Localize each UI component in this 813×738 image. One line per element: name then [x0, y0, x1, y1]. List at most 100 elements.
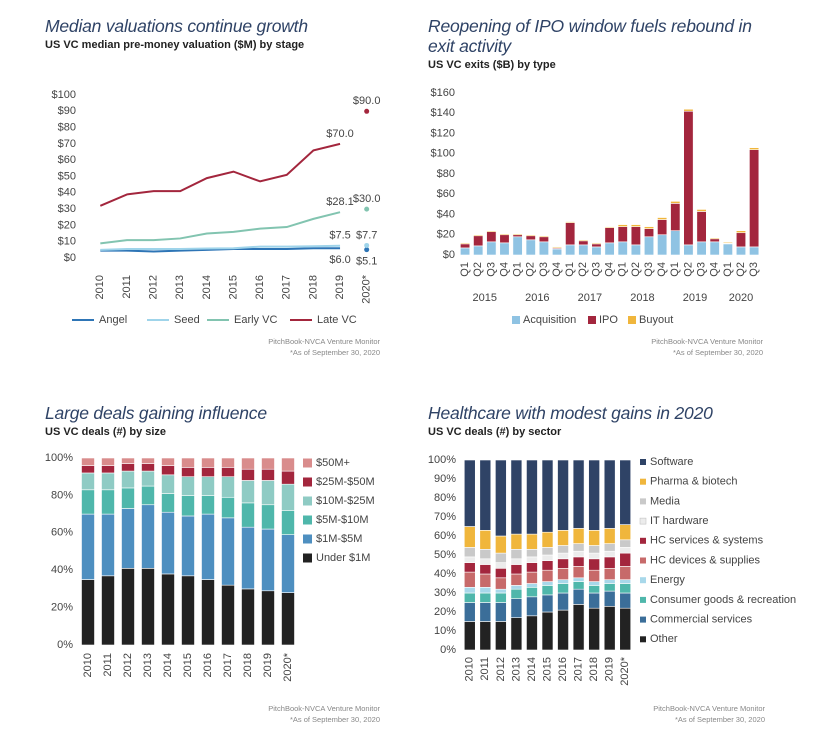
bar-segment [643, 236, 655, 256]
bar-segment [603, 556, 616, 569]
legend-marker [640, 537, 646, 544]
legend-label: IT hardware [650, 515, 709, 527]
bar-segment [541, 560, 554, 571]
y-tick-label: $0 [64, 252, 76, 264]
bar-segment [541, 594, 554, 613]
bar-segment [603, 459, 616, 529]
legend-marker [639, 517, 647, 525]
bar-segment [81, 579, 95, 646]
bar-segment [512, 234, 523, 238]
data-label: $90.0 [353, 95, 381, 107]
x-tick-label: Q1 [564, 262, 576, 277]
x-tick-label: Q4 [709, 262, 721, 277]
chart-header: Median valuations continue growth US VC m… [45, 16, 375, 51]
bar-segment [557, 545, 569, 554]
legend-label: Late VC [317, 314, 357, 326]
bar-segment [121, 568, 135, 646]
bar-segment [141, 504, 155, 569]
bar-segment [541, 531, 554, 548]
y-tick-label: 70% [434, 511, 456, 523]
bar-segment [526, 586, 538, 598]
bar-segment [81, 465, 95, 474]
y-tick-label: $70 [58, 138, 76, 150]
bar-segment [619, 524, 632, 541]
chart-subtitle: US VC median pre-money valuation ($M) by… [45, 39, 305, 51]
bar-segment [473, 245, 484, 256]
bar-segment [588, 459, 600, 531]
bar-segment [479, 621, 492, 651]
x-tick-label: Q4 [656, 262, 668, 277]
bar-segment [588, 569, 600, 582]
y-tick-label: $40 [437, 208, 455, 220]
x-tick-label: Q2 [735, 262, 747, 277]
bar-segment [557, 529, 569, 546]
bar-segment [541, 581, 554, 586]
bar-segment [479, 459, 492, 531]
bar-segment [101, 465, 115, 474]
bar-segment [181, 457, 195, 468]
bar-segment [241, 588, 255, 646]
bar-segment [141, 568, 155, 646]
bar-segment [495, 588, 507, 594]
legend-marker [303, 515, 312, 525]
bar-segment [486, 230, 497, 233]
bar-segment [657, 217, 668, 220]
bar-segment [261, 504, 275, 530]
bar-segment [643, 226, 655, 229]
x-group-label: 2019 [683, 292, 707, 304]
bar-segment [486, 241, 497, 256]
bar-segment [141, 457, 155, 464]
bar-segment [557, 579, 569, 584]
y-tick-label: 60% [434, 530, 456, 542]
bar-segment [541, 611, 554, 651]
bar-segment [161, 474, 175, 494]
y-tick-label: $100 [431, 148, 455, 160]
bar-segment [722, 242, 733, 244]
bar-segment [557, 609, 569, 651]
bar-segment [657, 234, 668, 256]
x-tick-label: 2020* [282, 652, 294, 681]
x-tick-label: Q2 [630, 262, 642, 277]
legend-label: Angel [99, 314, 127, 326]
data-label: $6.0 [329, 254, 350, 266]
bar-segment [578, 240, 589, 246]
x-tick-label: 2015 [227, 275, 239, 299]
bar-segment [121, 487, 135, 509]
source: PitchBook-NVCA Venture Monitor [268, 337, 380, 346]
legend-label: Acquisition [523, 314, 576, 326]
bar-segment [588, 545, 600, 554]
chart-header: Healthcare with modest gains in 2020 US V… [428, 403, 773, 438]
bar-segment [603, 567, 616, 580]
source: PitchBook-NVCA Venture Monitor [653, 704, 765, 713]
bar-segment [557, 592, 569, 611]
chart-header: Reopening of IPO window fuels rebound in… [428, 16, 773, 71]
bar-segment [510, 588, 523, 600]
bar-segment [604, 226, 615, 228]
point [364, 242, 370, 248]
x-tick-label: 2014 [526, 657, 538, 681]
x-tick-label: Q1 [512, 262, 524, 277]
x-tick-label: 2016 [202, 653, 214, 677]
bar-segment [538, 241, 549, 256]
bar-segment [479, 602, 492, 622]
bar-segment [460, 247, 471, 256]
bar-segment [603, 550, 616, 558]
bar-segment [161, 573, 175, 646]
x-tick-label: Q1 [722, 262, 734, 277]
x-tick-label: 2010 [82, 653, 94, 677]
y-tick-label: 80% [51, 489, 73, 501]
bar-segment [201, 457, 215, 468]
bar-segment [479, 558, 492, 565]
bar-segment [572, 550, 585, 558]
legend-marker [303, 477, 312, 487]
bar-segment [630, 244, 641, 256]
bar-segment [201, 579, 215, 646]
bar-segment [463, 621, 476, 651]
bar-segment [525, 239, 536, 256]
bar-segment [696, 209, 707, 212]
bar-segment [101, 472, 115, 491]
bar-segment [161, 493, 175, 513]
bar-segment [696, 241, 707, 256]
bar-segment [510, 585, 523, 590]
y-tick-label: $120 [431, 127, 455, 139]
